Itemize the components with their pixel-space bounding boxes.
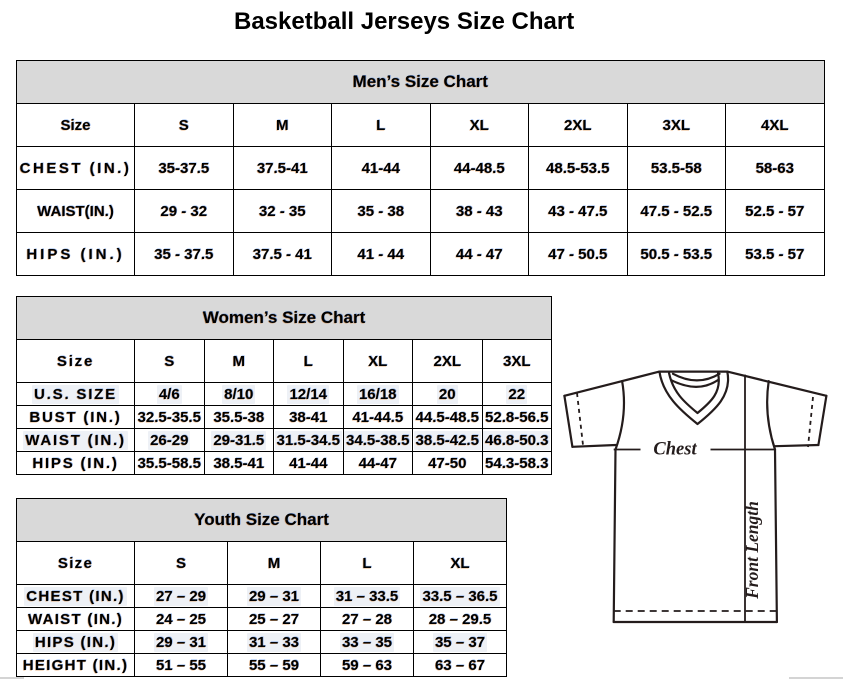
- svg-text:Chest: Chest: [653, 440, 697, 460]
- svg-text:Front Length: Front Length: [742, 501, 762, 600]
